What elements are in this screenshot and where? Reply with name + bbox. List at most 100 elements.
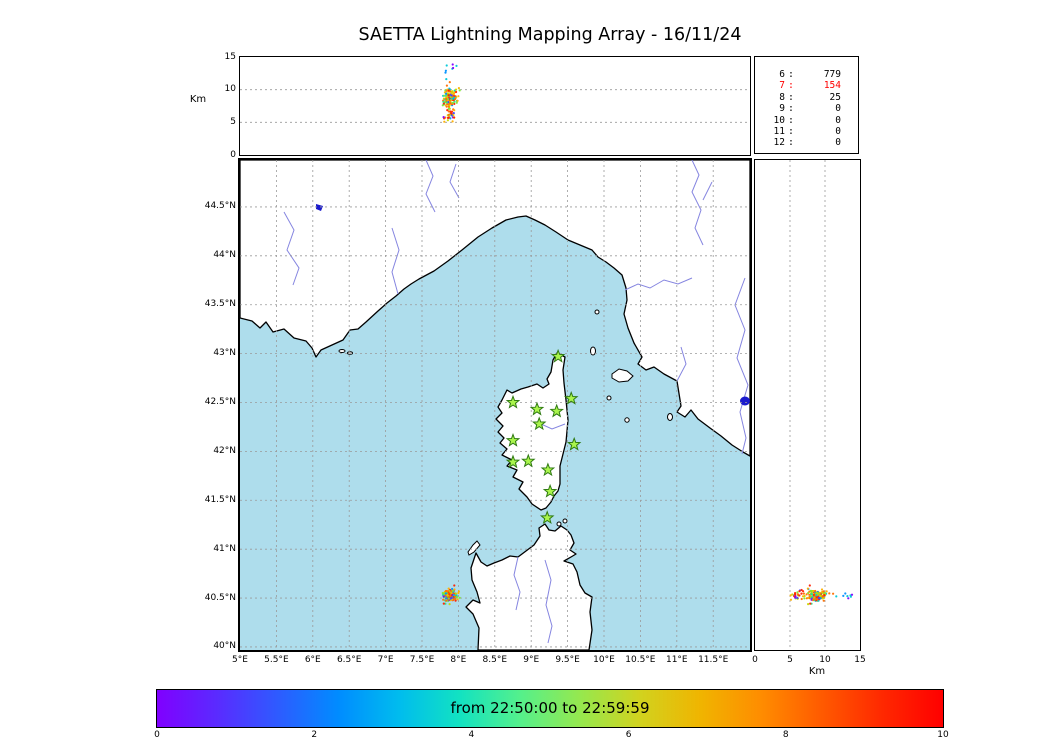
gorgona-island xyxy=(594,309,599,314)
station-count-value: 779 xyxy=(823,69,841,80)
station-count-value: 0 xyxy=(835,137,841,149)
lon-tick-label: 8.5°E xyxy=(482,655,508,665)
lma-station-markers xyxy=(505,348,581,524)
lat-tick-label: 43°N xyxy=(213,348,236,359)
station-count-row: 11: 0 xyxy=(763,126,858,137)
altitude-latitude-panel xyxy=(754,159,861,651)
lon-tick-label: 7.5°E xyxy=(409,655,435,665)
map-plot xyxy=(239,159,750,650)
capraia-island xyxy=(589,346,596,355)
station-count-colon: : xyxy=(788,126,794,138)
lat-tick-label: 44.5°N xyxy=(204,201,236,212)
station-count-row: 8: 25 xyxy=(763,92,858,103)
station-count-id: 12 xyxy=(773,137,785,149)
lma-station-marker xyxy=(540,461,555,476)
station-counts-panel: 6: 779 7: 154 8: 25 9: 0 10: 0 11: 0 12: 0 xyxy=(754,56,859,154)
lon-tick-label: 9°E xyxy=(523,655,540,665)
colorbar-tick-label: 6 xyxy=(625,730,632,740)
lma-station-marker xyxy=(505,394,520,409)
station-count-value: 0 xyxy=(835,126,841,138)
station-count-row: 7: 154 xyxy=(763,80,858,91)
station-count-row: 12: 0 xyxy=(763,137,858,148)
station-count-colon: : xyxy=(788,91,794,103)
altitude-longitude-panel xyxy=(239,56,751,156)
lon-tick-label: 9.5°E xyxy=(555,655,580,665)
station-count-row: 9: 0 xyxy=(763,103,858,114)
station-count-id: 9 xyxy=(779,103,785,115)
lightning-sources-altitude-lat xyxy=(789,584,854,606)
alt-tick-label: 15 xyxy=(224,51,236,62)
colorbar-label: from 22:50:00 to 22:59:59 xyxy=(450,699,650,717)
lma-station-marker xyxy=(548,403,564,417)
lat-tick-label: 44°N xyxy=(213,250,236,261)
station-count-id: 11 xyxy=(773,126,785,138)
alt-km-tick-label: 5 xyxy=(787,655,793,665)
lon-tick-label: 6°E xyxy=(304,655,321,665)
lma-station-marker xyxy=(542,483,557,498)
lat-tick-label: 41°N xyxy=(213,543,236,554)
montecristo-island xyxy=(623,416,630,423)
altitude-longitude-plot xyxy=(240,63,750,123)
lon-tick-label: 10°E xyxy=(593,655,615,665)
lon-tick-label: 11°E xyxy=(665,655,688,665)
colorbar-tick-label: 0 xyxy=(154,730,160,740)
station-count-id: 8 xyxy=(779,91,785,103)
station-count-colon: : xyxy=(788,114,794,126)
lightning-sources-altitude-lon xyxy=(441,63,461,123)
lon-tick-label: 8°E xyxy=(450,655,467,665)
elba-island xyxy=(611,367,634,383)
colorbar-tick-label: 2 xyxy=(311,730,318,740)
bolsena-lake xyxy=(739,396,750,405)
map-panel xyxy=(237,157,752,652)
caprera-island xyxy=(562,518,567,523)
station-count-colon: : xyxy=(788,69,794,80)
lon-tick-label: 5.5°E xyxy=(264,655,289,665)
lma-station-marker xyxy=(529,401,544,416)
alt-panel-gridlines xyxy=(240,89,750,123)
mainland-coastline xyxy=(239,159,750,457)
lma-station-marker xyxy=(505,432,520,447)
right-panel-gridlines xyxy=(789,160,826,650)
station-count-row: 10: 0 xyxy=(763,115,858,126)
lat-tick-label: 40.5°N xyxy=(204,592,236,603)
lon-tick-label: 6.5°E xyxy=(336,655,362,665)
station-count-colon: : xyxy=(788,80,794,92)
colorbar-tick-label: 8 xyxy=(782,730,789,740)
lma-station-marker xyxy=(531,415,546,430)
station-count-id: 7 xyxy=(779,80,785,92)
colorbar: from 22:50:00 to 22:59:59 xyxy=(156,689,944,728)
alt-tick-label: 5 xyxy=(230,116,236,127)
lma-station-marker xyxy=(566,436,581,451)
rivers xyxy=(283,159,749,643)
alt-km-tick-label: 10 xyxy=(819,655,831,665)
lat-tick-label: 42.5°N xyxy=(204,396,236,407)
alt-km-tick-label: 15 xyxy=(854,655,866,665)
lat-tick-label: 42°N xyxy=(213,445,236,456)
lat-tick-label: 40°N xyxy=(213,641,236,652)
serre-poncon-lake xyxy=(315,203,323,211)
right-panel-axis-label: Km xyxy=(808,666,826,677)
giglio-island xyxy=(666,412,673,421)
station-count-colon: : xyxy=(788,103,794,115)
asinara-island xyxy=(466,539,481,556)
colorbar-tick-label: 10 xyxy=(937,730,949,740)
lma-station-marker xyxy=(563,390,578,405)
lma-station-marker xyxy=(550,348,565,363)
lma-station-marker xyxy=(539,509,554,524)
lon-tick-label: 5°E xyxy=(232,655,248,665)
station-count-row: 6: 779 xyxy=(763,69,858,80)
colorbar-tick-label: 4 xyxy=(468,730,475,740)
alt-tick-label: 0 xyxy=(230,149,236,160)
station-count-id: 6 xyxy=(779,69,785,80)
alt-axis-label: Km xyxy=(189,94,207,105)
lma-station-marker xyxy=(505,453,520,468)
lon-tick-label: 7°E xyxy=(377,655,394,665)
lat-tick-label: 41.5°N xyxy=(204,494,236,505)
altitude-latitude-plot xyxy=(789,160,854,650)
station-count-colon: : xyxy=(788,137,794,149)
station-count-value: 25 xyxy=(829,91,841,103)
station-count-value: 154 xyxy=(823,80,841,92)
map-gridlines xyxy=(239,159,750,650)
alt-tick-label: 10 xyxy=(224,84,236,95)
